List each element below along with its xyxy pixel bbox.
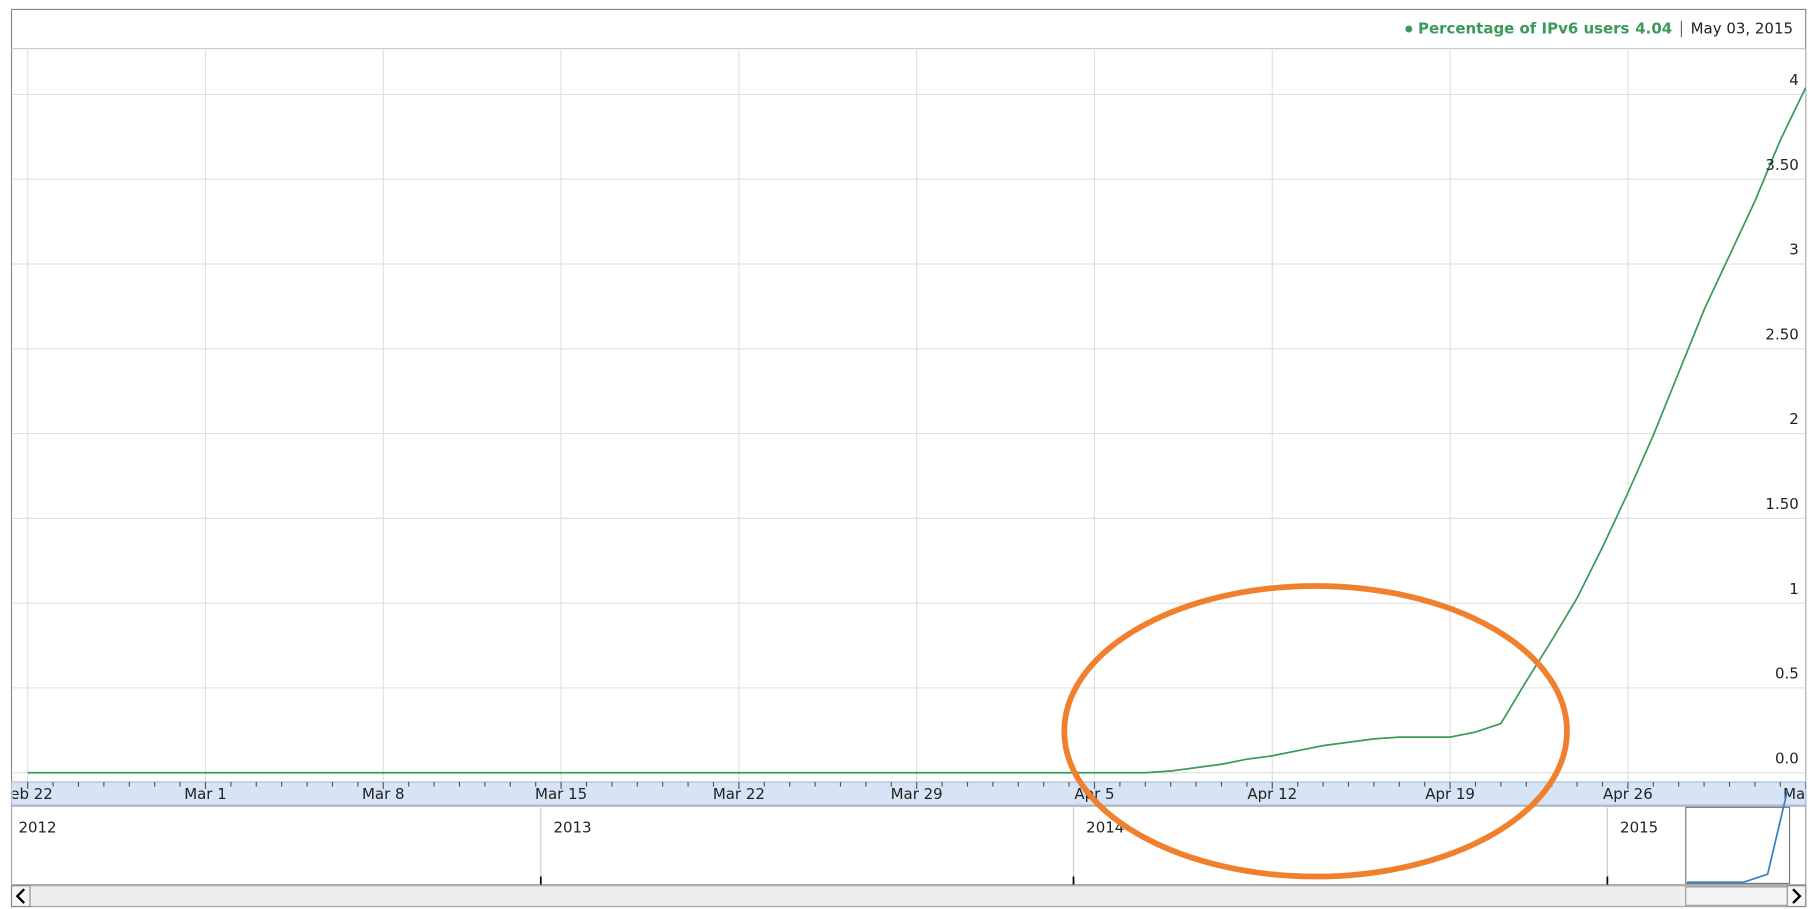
y-tick-label: 2 [1789,410,1799,428]
navigator-years: 2012 2013 2014 2015 [18,807,1658,885]
legend-marker [1405,25,1413,33]
y-tick-label: 1.50 [1765,495,1798,513]
x-tick-label: Mar 22 [713,785,765,803]
legend-name: Percentage of IPv6 users [1418,20,1630,38]
x-tick-label: Apr 19 [1425,785,1475,803]
y-tick-label: 3 [1789,241,1799,259]
navigator-year: 2015 [1620,819,1658,837]
x-tick-label: Mar 15 [535,785,587,803]
data-line [27,87,1806,774]
scroll-right[interactable] [1786,885,1807,908]
x-tick-label: May 3 [1783,785,1808,803]
x-tick-label: Apr 12 [1247,785,1297,803]
x-tick-label: Mar 8 [362,785,405,803]
x-tick-label: Mar 29 [891,785,943,803]
arrow-right [1792,888,1802,904]
chart-frame [10,8,1807,908]
navigator-thumbnail [1686,790,1789,884]
x-tick-label: Mar 1 [184,785,227,803]
y-tick-label: 0.5 [1775,665,1799,683]
navigator-window [1685,806,1791,885]
scrollbar[interactable] [10,885,1807,908]
y-tick-label: 2.50 [1765,325,1798,343]
navigator [10,805,1807,886]
x-tick-label: Apr 26 [1603,785,1653,803]
y-tick-label: 3.50 [1765,156,1798,174]
y-tick-label: 4 [1789,71,1799,89]
navigator-year: 2014 [1086,819,1124,837]
annotation-circle [1061,583,1570,880]
navigator-year: 2012 [18,819,56,837]
scroll-thumb[interactable] [1685,886,1788,906]
y-tick-label: 1 [1789,580,1799,598]
date-band [10,781,1807,806]
navigator-year: 2013 [553,819,591,837]
legend-date: May 03, 2015 [1691,20,1793,38]
legend-value: 4.04 [1635,20,1672,38]
arrow-left [15,888,26,904]
legend: May 03, 2015 4.04 Percentage of IPv6 users [1405,20,1793,38]
y-tick-label: 0.0 [1775,749,1799,767]
scroll-left[interactable] [10,885,31,908]
x-tick-label: Feb 22 [3,785,53,803]
